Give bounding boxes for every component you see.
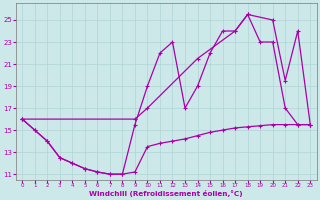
X-axis label: Windchill (Refroidissement éolien,°C): Windchill (Refroidissement éolien,°C) <box>89 190 243 197</box>
